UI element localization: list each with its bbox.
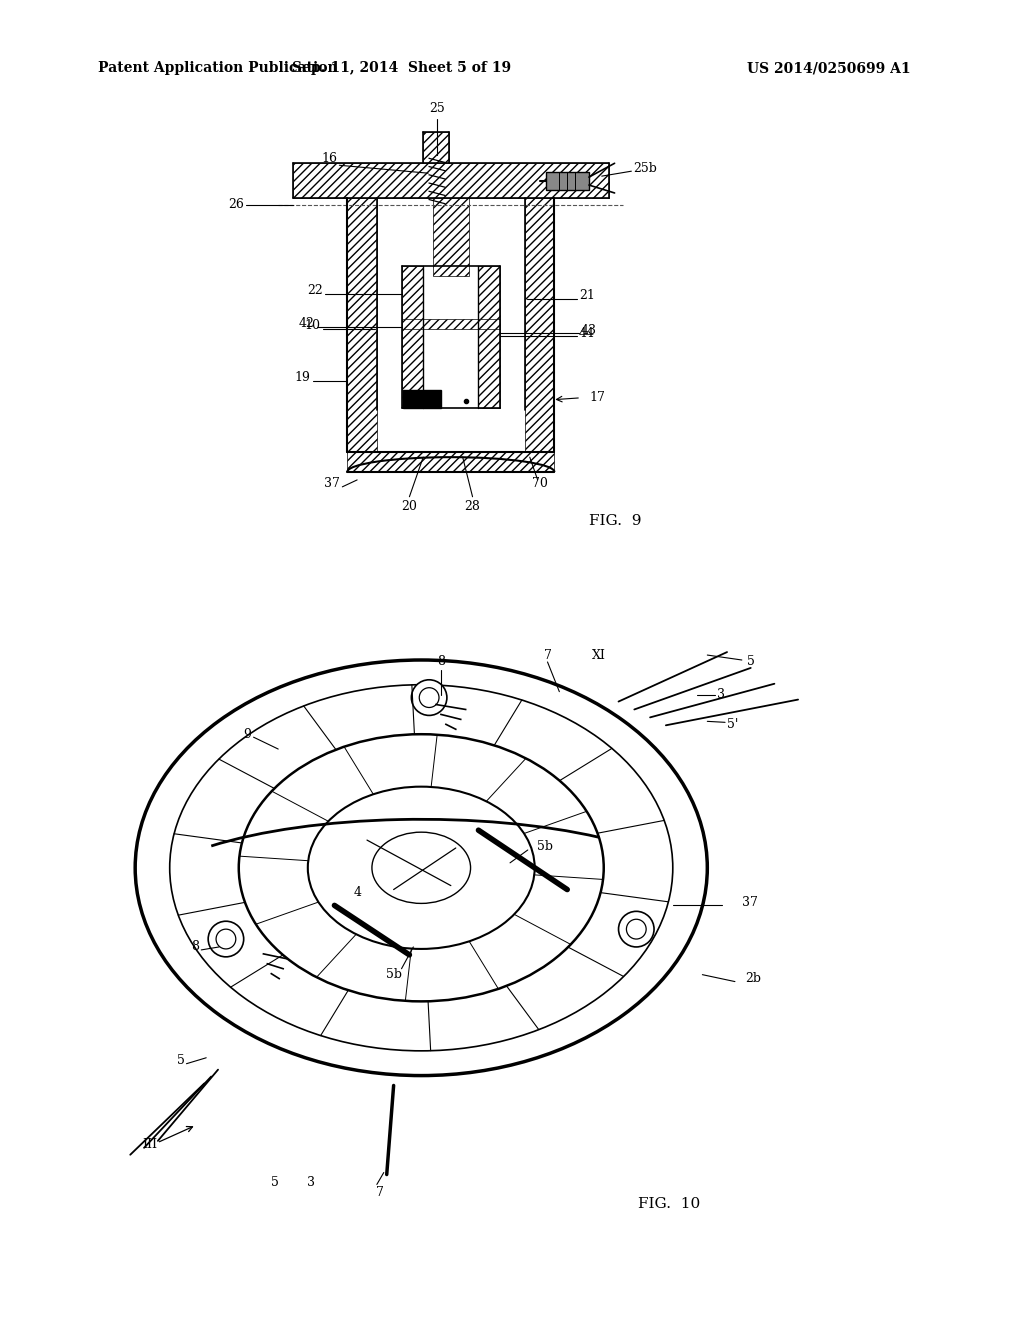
Polygon shape	[525, 198, 554, 453]
Polygon shape	[433, 198, 469, 276]
Text: 5: 5	[746, 656, 755, 668]
Circle shape	[208, 921, 244, 957]
Circle shape	[419, 688, 439, 708]
Bar	[403, 389, 441, 408]
Text: 4: 4	[353, 886, 361, 899]
Text: 2b: 2b	[744, 972, 761, 985]
Text: 3: 3	[717, 688, 725, 701]
Text: 22: 22	[307, 284, 323, 297]
Text: 19: 19	[295, 371, 310, 384]
Text: 16: 16	[322, 152, 337, 165]
Text: 5b: 5b	[537, 840, 553, 853]
Text: 5b: 5b	[386, 968, 401, 981]
Text: 25: 25	[429, 103, 444, 115]
Text: 44: 44	[580, 327, 595, 341]
Circle shape	[216, 929, 236, 949]
Text: 5: 5	[271, 1176, 280, 1189]
Text: 21: 21	[580, 289, 595, 302]
Text: 7: 7	[544, 648, 552, 661]
Polygon shape	[401, 318, 500, 329]
Text: 20: 20	[401, 500, 418, 513]
Text: 5': 5'	[727, 718, 738, 731]
Polygon shape	[423, 132, 449, 164]
Text: 42: 42	[299, 317, 314, 330]
Text: Sep. 11, 2014  Sheet 5 of 19: Sep. 11, 2014 Sheet 5 of 19	[292, 61, 511, 75]
Text: 10: 10	[304, 319, 321, 333]
Text: 3: 3	[307, 1176, 314, 1189]
Text: 43: 43	[581, 323, 597, 337]
Text: 25b: 25b	[633, 162, 657, 174]
Text: 5: 5	[176, 1055, 184, 1068]
Polygon shape	[293, 164, 608, 198]
Text: 9: 9	[244, 727, 252, 741]
Text: Patent Application Publication: Patent Application Publication	[97, 61, 337, 75]
Text: 7: 7	[376, 1185, 384, 1199]
Text: 26: 26	[227, 198, 244, 211]
Text: XI: XI	[592, 648, 606, 661]
Text: 8: 8	[191, 940, 200, 953]
Text: FIG.  9: FIG. 9	[589, 515, 641, 528]
Text: III: III	[142, 1138, 157, 1151]
Text: 37: 37	[325, 478, 340, 490]
Text: FIG.  10: FIG. 10	[638, 1197, 700, 1212]
Text: 17: 17	[589, 391, 605, 404]
Bar	[546, 172, 589, 190]
Text: 37: 37	[741, 896, 758, 909]
Circle shape	[618, 911, 654, 946]
Polygon shape	[347, 198, 377, 453]
Text: 28: 28	[465, 500, 480, 513]
Polygon shape	[478, 267, 500, 408]
Polygon shape	[401, 267, 423, 408]
Text: 8: 8	[437, 656, 445, 668]
Circle shape	[627, 919, 646, 939]
Text: US 2014/0250699 A1: US 2014/0250699 A1	[746, 61, 910, 75]
Circle shape	[412, 680, 446, 715]
Text: 70: 70	[531, 478, 548, 490]
Polygon shape	[347, 453, 554, 473]
